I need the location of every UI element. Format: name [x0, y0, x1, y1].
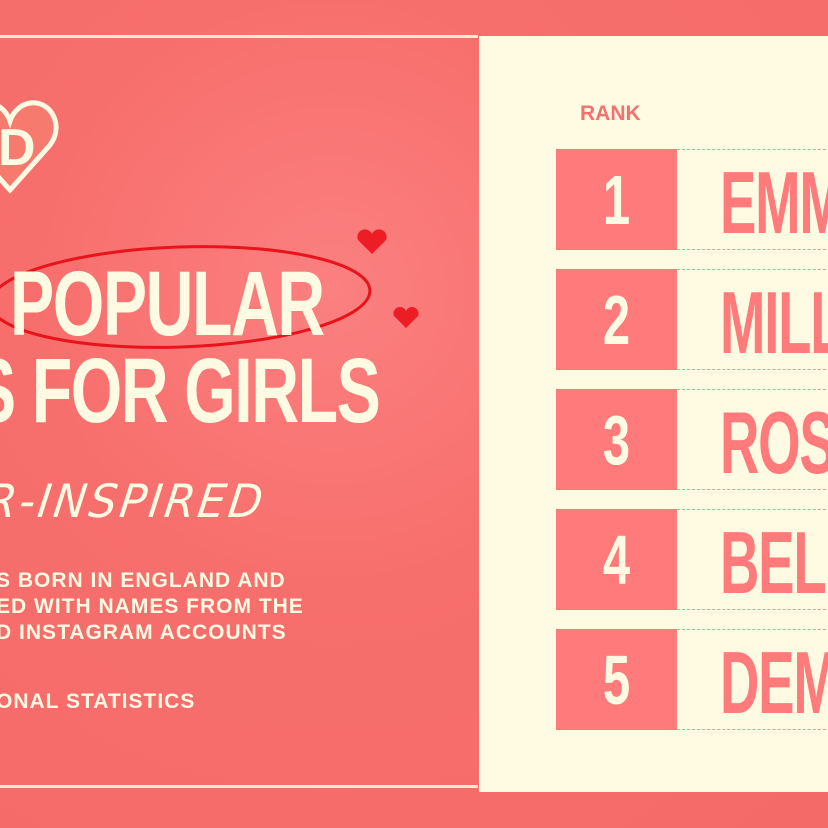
- description: S BORN IN ENGLAND AND ED WITH NAMES FROM…: [0, 568, 304, 646]
- rank-row: 1 EMM: [556, 149, 828, 250]
- divider: [677, 249, 828, 250]
- rank-number: 1: [556, 149, 677, 250]
- rank-row: 5 DEM: [556, 629, 828, 730]
- description-line: ED WITH NAMES FROM THE: [0, 595, 304, 618]
- rank-number: 3: [556, 389, 677, 490]
- svg-text:D: D: [0, 119, 36, 177]
- divider: [677, 149, 828, 150]
- rank-name: ROS: [720, 393, 828, 492]
- description-line: S BORN IN ENGLAND AND: [0, 569, 286, 592]
- title-line-1: POPULAR: [10, 253, 325, 355]
- rank-number: 2: [556, 269, 677, 370]
- rank-row: 2 MILL: [556, 269, 828, 370]
- divider: [677, 389, 828, 390]
- rank-name: DEM: [720, 633, 828, 732]
- rank-name: BELL: [720, 513, 828, 612]
- heart-logo-icon: D: [0, 100, 59, 194]
- rank-number: 4: [556, 509, 677, 610]
- rank-row: 4 BELL: [556, 509, 828, 610]
- divider: [677, 369, 828, 370]
- rank-number: 5: [556, 629, 677, 730]
- divider: [677, 509, 828, 510]
- divider: [677, 489, 828, 490]
- divider: [677, 609, 828, 610]
- source-text: ONAL STATISTICS: [0, 690, 196, 713]
- left-frame: [0, 35, 478, 788]
- subtitle: R-INSPIRED: [0, 474, 269, 528]
- divider: [677, 629, 828, 630]
- rank-name: EMM: [720, 153, 828, 252]
- divider: [677, 269, 828, 270]
- rank-row: 3 ROS: [556, 389, 828, 490]
- title-line-2: S FOR GIRLS: [0, 340, 381, 442]
- rank-name: MILL: [720, 273, 828, 372]
- heart-logo: D: [0, 95, 60, 195]
- rank-header: RANK: [580, 102, 641, 125]
- divider: [677, 729, 828, 730]
- description-line: D INSTAGRAM ACCOUNTS: [0, 621, 287, 644]
